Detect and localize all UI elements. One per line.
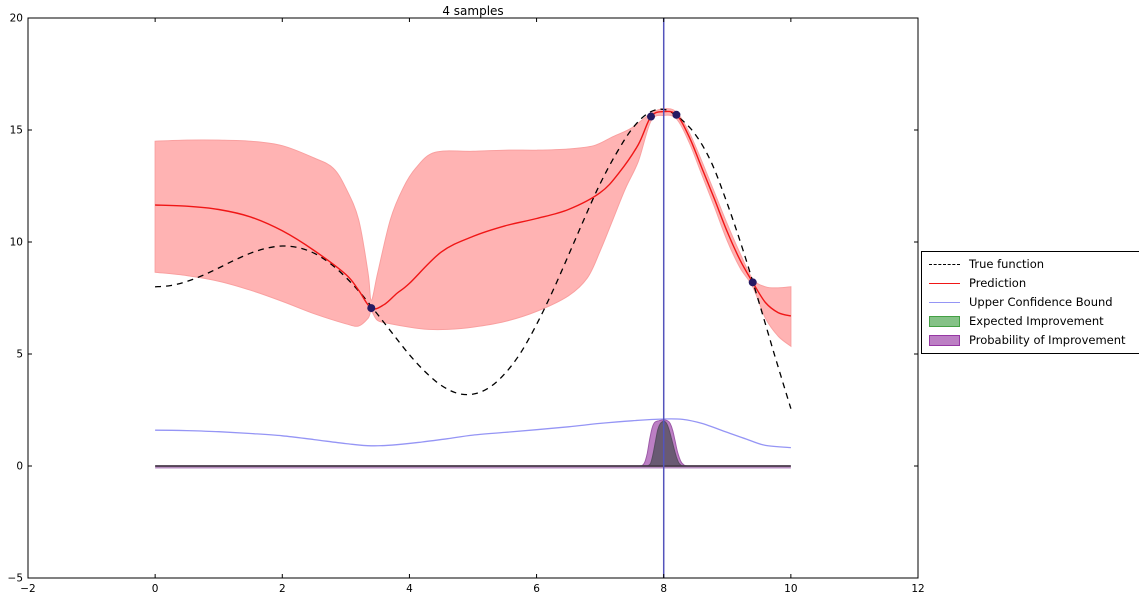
x-tick-label: 10 bbox=[784, 583, 797, 595]
y-tick-label: 0 bbox=[16, 461, 23, 473]
x-tick-label: 12 bbox=[911, 583, 924, 595]
area-expected-improvement bbox=[645, 420, 684, 467]
dashed-line-icon bbox=[929, 263, 960, 265]
y-tick-label: 20 bbox=[10, 13, 23, 25]
blue-line-icon bbox=[929, 301, 960, 303]
legend-label: Expected Improvement bbox=[969, 314, 1104, 328]
series-upper-confidence-bound bbox=[155, 418, 791, 449]
y-tick-label: 10 bbox=[10, 237, 23, 249]
x-tick-label: 2 bbox=[279, 583, 286, 595]
purple-patch-icon bbox=[929, 334, 960, 346]
legend-item-true-function: True function bbox=[929, 257, 1135, 271]
sample-point bbox=[647, 112, 655, 121]
series-prediction bbox=[155, 110, 792, 317]
y-tick-label: 15 bbox=[10, 125, 23, 137]
red-line-icon bbox=[929, 282, 960, 284]
legend: True function Prediction Upper Confidenc… bbox=[921, 251, 1139, 354]
x-tick-label: 4 bbox=[406, 583, 413, 595]
x-tick-label: −2 bbox=[20, 583, 35, 595]
sample-point bbox=[748, 278, 757, 287]
series-true-function bbox=[155, 108, 792, 409]
axes-frame bbox=[27, 17, 919, 579]
sample-point bbox=[367, 304, 376, 313]
y-tick-label: −5 bbox=[8, 573, 23, 585]
plot-title: 4 samples bbox=[442, 4, 504, 18]
legend-item-expected-improvement: Expected Improvement bbox=[929, 314, 1135, 328]
sample-point bbox=[672, 110, 681, 119]
legend-item-prediction: Prediction bbox=[929, 276, 1135, 290]
x-tick-label: 0 bbox=[152, 583, 159, 595]
y-tick-label: 5 bbox=[16, 349, 23, 361]
legend-label: Probability of Improvement bbox=[969, 333, 1126, 347]
legend-label: Prediction bbox=[969, 276, 1027, 290]
legend-item-probability-of-improvement: Probability of Improvement bbox=[929, 333, 1135, 347]
legend-item-ucb: Upper Confidence Bound bbox=[929, 295, 1135, 309]
confidence-band bbox=[154, 108, 792, 348]
green-patch-icon bbox=[929, 315, 960, 327]
x-tick-label: 8 bbox=[660, 583, 667, 595]
x-tick-label: 6 bbox=[533, 583, 540, 595]
legend-label: Upper Confidence Bound bbox=[969, 295, 1113, 309]
legend-label: True function bbox=[969, 257, 1045, 271]
